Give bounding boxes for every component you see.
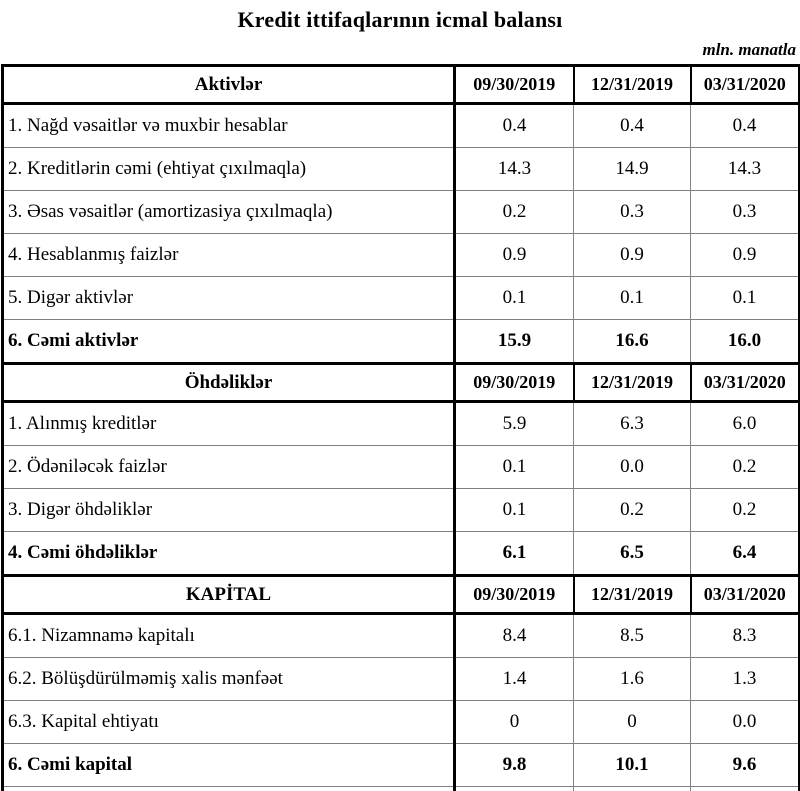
cell-value: 0.4 [573,103,691,148]
cell-value: 16.0 [690,319,800,364]
row-label: 1. Nağd vəsaitlər və muxbir hesablar [2,103,456,148]
column-header: 03/31/2020 [689,362,800,403]
cell-value: 0.9 [454,233,574,277]
cell-value: 0.0 [690,700,800,744]
cell-value: 0.9 [690,233,800,277]
table-row-total: 4. Cəmi öhdəliklər 6.1 6.5 6.4 [2,531,800,576]
table-row: 3. Əsas vəsaitlər (amortizasiya çıxılmaq… [2,190,800,234]
table-row: 6.2. Bölüşdürülməmiş xalis mənfəət 1.4 1… [2,657,800,701]
row-label: 6.3. Kapital ehtiyatı [2,700,456,744]
column-header: 03/31/2020 [689,64,800,105]
cell-value: 14.9 [573,147,691,191]
cell-value: 8.4 [454,613,574,658]
cell-value: 0.9 [573,233,691,277]
cell-value: 0 [573,700,691,744]
cell-value: 6.4 [690,531,800,576]
row-label: 6. Cəmi aktivlər [2,319,456,364]
table-row: 1. Nağd vəsaitlər və muxbir hesablar 0.4… [2,103,800,148]
cell-value: 0 [454,700,574,744]
cell-value: 8.5 [573,613,691,658]
cell-value: 0.2 [690,445,800,489]
section-header-row-liabilities: Öhdəliklər 09/30/2019 12/31/2019 03/31/2… [1,362,800,403]
cell-value: 0.3 [690,190,800,234]
table-row-total: 6. Cəmi aktivlər 15.9 16.6 16.0 [2,319,800,364]
row-label: 5. Digər aktivlər [2,276,456,320]
cell-value: 0.4 [454,103,574,148]
cell-value: 1.3 [690,657,800,701]
cell-value: 14.3 [690,147,800,191]
cell-value: 0.1 [454,276,574,320]
balance-table: Aktivlər 09/30/2019 12/31/2019 03/31/202… [1,64,800,791]
table-row: 5. Digər aktivlər 0.1 0.1 0.1 [2,276,800,320]
table-row: 2. Kreditlərin cəmi (ehtiyat çıxılmaqla)… [2,147,800,191]
row-label: 6.1. Nizamnamə kapitalı [2,613,456,658]
unit-note: mln. manatla [702,40,796,59]
row-label: 1. Alınmış kreditlər [2,401,456,446]
cell-value: 9.8 [454,743,574,787]
cell-value: 6.0 [690,401,800,446]
cell-value: 0.2 [573,488,691,532]
section-title: KAPİTAL [1,574,456,615]
section-title: Öhdəliklər [1,362,456,403]
row-label: 3. Digər öhdəliklər [2,488,456,532]
cell-value: 14.3 [454,147,574,191]
cell-value: 0.2 [690,488,800,532]
column-header: 09/30/2019 [453,574,575,615]
table-row: 3. Digər öhdəliklər 0.1 0.2 0.2 [2,488,800,532]
cell-value: 6.1 [454,531,574,576]
cell-value: 10.1 [573,743,691,787]
row-label: 4. Cəmi öhdəliklər [2,531,456,576]
row-label: 2. Kreditlərin cəmi (ehtiyat çıxılmaqla) [2,147,456,191]
column-header: 09/30/2019 [453,362,575,403]
cell-value: 8.3 [690,613,800,658]
table-row-total: 7. Cəmi öhdəliklər və kapital 15.9 16.6 … [2,786,800,791]
cell-value: 1.6 [573,657,691,701]
table-row: 2. Ödəniləcək faizlər 0.1 0.0 0.2 [2,445,800,489]
cell-value: 15.9 [454,319,574,364]
table-row: 6.3. Kapital ehtiyatı 0 0 0.0 [2,700,800,744]
column-header: 12/31/2019 [572,64,692,105]
cell-value: 16.6 [573,319,691,364]
column-header: 03/31/2020 [689,574,800,615]
column-header: 12/31/2019 [572,362,692,403]
cell-value: 0.2 [454,190,574,234]
cell-value: 6.3 [573,401,691,446]
section-header-row-assets: Aktivlər 09/30/2019 12/31/2019 03/31/202… [1,64,800,105]
cell-value: 1.4 [454,657,574,701]
cell-value: 5.9 [454,401,574,446]
cell-value: 0.1 [690,276,800,320]
table-row: 6.1. Nizamnamə kapitalı 8.4 8.5 8.3 [2,613,800,658]
cell-value: 0.1 [454,445,574,489]
cell-value: 16.0 [690,786,800,791]
cell-value: 6.5 [573,531,691,576]
column-header: 09/30/2019 [453,64,575,105]
row-label: 6.2. Bölüşdürülməmiş xalis mənfəət [2,657,456,701]
section-title: Aktivlər [1,64,456,105]
row-label: 3. Əsas vəsaitlər (amortizasiya çıxılmaq… [2,190,456,234]
cell-value: 0.1 [454,488,574,532]
cell-value: 9.6 [690,743,800,787]
cell-value: 0.1 [573,276,691,320]
cell-value: 0.4 [690,103,800,148]
cell-value: 15.9 [454,786,574,791]
cell-value: 0.0 [573,445,691,489]
column-header: 12/31/2019 [572,574,692,615]
row-label: 7. Cəmi öhdəliklər və kapital [2,786,456,791]
row-label: 2. Ödəniləcək faizlər [2,445,456,489]
table-row: 4. Hesablanmış faizlər 0.9 0.9 0.9 [2,233,800,277]
row-label: 4. Hesablanmış faizlər [2,233,456,277]
table-row-total: 6. Cəmi kapital 9.8 10.1 9.6 [2,743,800,787]
cell-value: 0.3 [573,190,691,234]
cell-value: 16.6 [573,786,691,791]
table-row: 1. Alınmış kreditlər 5.9 6.3 6.0 [2,401,800,446]
section-header-row-capital: KAPİTAL 09/30/2019 12/31/2019 03/31/2020 [1,574,800,615]
page-title: Kredit ittifaqlarının icmal balansı [237,7,563,32]
row-label: 6. Cəmi kapital [2,743,456,787]
